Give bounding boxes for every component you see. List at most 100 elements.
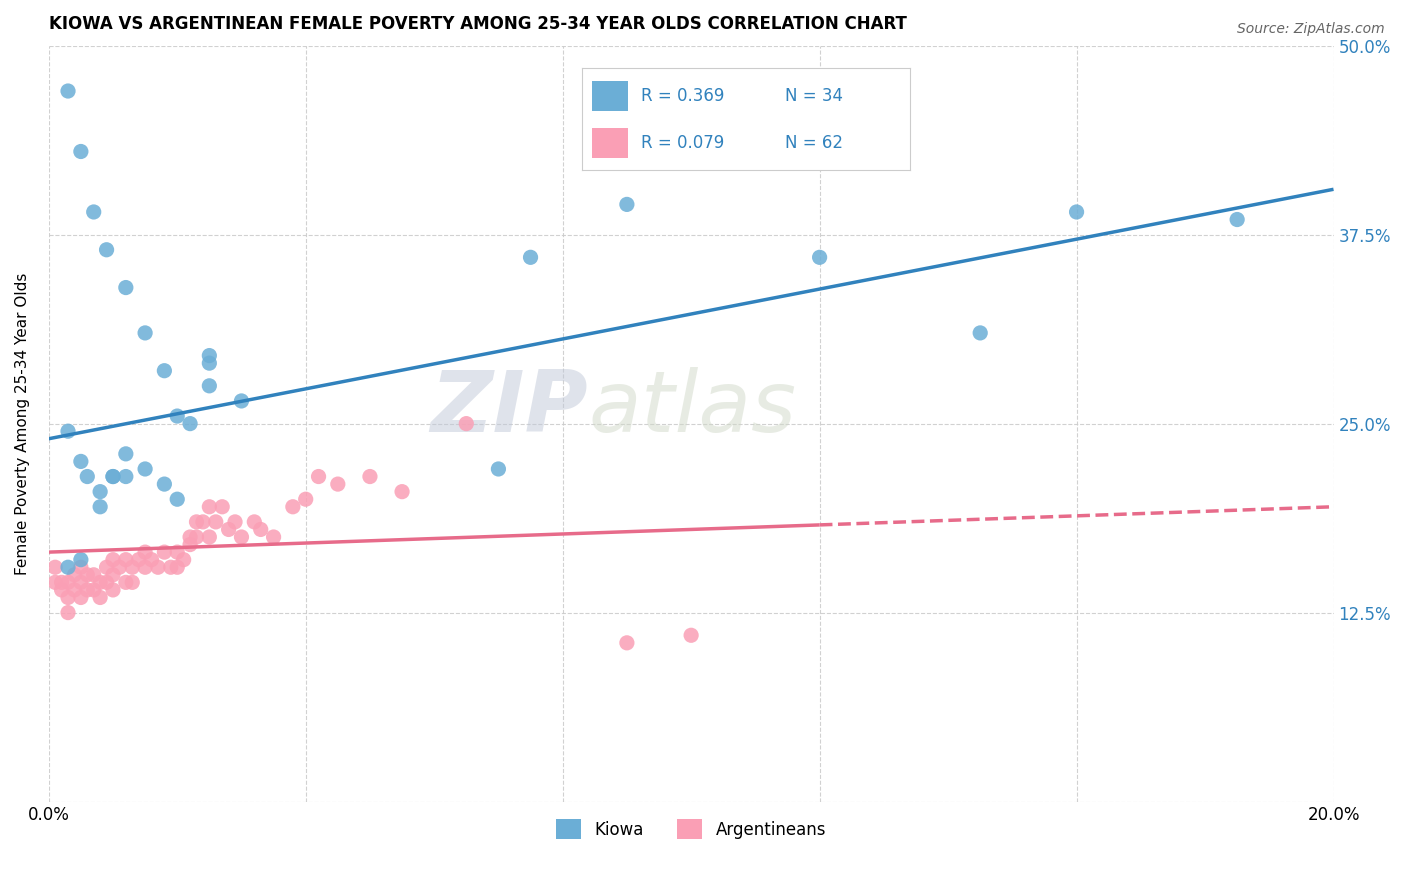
Point xyxy=(153,477,176,491)
Point xyxy=(198,530,221,544)
Y-axis label: Female Poverty Among 25-34 Year Olds: Female Poverty Among 25-34 Year Olds xyxy=(15,272,30,574)
Point xyxy=(1226,212,1249,227)
Point xyxy=(101,469,124,483)
Point xyxy=(681,628,703,642)
Point xyxy=(486,462,509,476)
Point xyxy=(56,424,79,438)
Point xyxy=(114,469,136,483)
Point xyxy=(70,454,93,468)
Point xyxy=(56,560,79,574)
Point xyxy=(44,560,66,574)
Point xyxy=(101,552,124,566)
Point xyxy=(263,530,285,544)
Legend: Kiowa, Argentineans: Kiowa, Argentineans xyxy=(550,813,832,847)
Point xyxy=(231,393,253,408)
Point xyxy=(96,560,118,574)
Point xyxy=(51,575,73,590)
Point xyxy=(101,469,124,483)
Point xyxy=(179,530,201,544)
Text: atlas: atlas xyxy=(588,367,796,450)
Point xyxy=(218,523,240,537)
Point xyxy=(51,582,73,597)
Point xyxy=(456,417,478,431)
Point xyxy=(198,379,221,393)
Point xyxy=(391,484,413,499)
Point xyxy=(96,243,118,257)
Text: ZIP: ZIP xyxy=(430,367,588,450)
Point xyxy=(166,560,188,574)
Point xyxy=(616,197,638,211)
Point xyxy=(166,409,188,423)
Point xyxy=(969,326,991,340)
Point xyxy=(96,575,118,590)
Point xyxy=(56,606,79,620)
Point xyxy=(76,582,98,597)
Point xyxy=(186,515,208,529)
Point xyxy=(89,484,111,499)
Point xyxy=(159,560,181,574)
Point xyxy=(198,356,221,370)
Point xyxy=(76,567,98,582)
Point xyxy=(141,552,163,566)
Point xyxy=(211,500,233,514)
Point xyxy=(249,523,271,537)
Point xyxy=(359,469,381,483)
Point xyxy=(114,280,136,294)
Point xyxy=(616,636,638,650)
Point xyxy=(224,515,246,529)
Point xyxy=(179,417,201,431)
Point xyxy=(101,567,124,582)
Point xyxy=(808,250,831,264)
Point xyxy=(83,567,105,582)
Point xyxy=(179,537,201,551)
Point xyxy=(191,515,214,529)
Point xyxy=(70,552,93,566)
Point xyxy=(83,582,105,597)
Point xyxy=(153,545,176,559)
Point xyxy=(281,500,304,514)
Point xyxy=(70,575,93,590)
Point xyxy=(108,560,131,574)
Text: Source: ZipAtlas.com: Source: ZipAtlas.com xyxy=(1237,22,1385,37)
Point xyxy=(44,575,66,590)
Point xyxy=(198,500,221,514)
Point xyxy=(186,530,208,544)
Point xyxy=(89,500,111,514)
Point xyxy=(101,582,124,597)
Point xyxy=(83,205,105,219)
Point xyxy=(134,326,156,340)
Point xyxy=(114,552,136,566)
Point xyxy=(70,560,93,574)
Point xyxy=(56,84,79,98)
Point xyxy=(89,575,111,590)
Point xyxy=(198,349,221,363)
Point xyxy=(519,250,541,264)
Point xyxy=(294,492,316,507)
Point xyxy=(166,492,188,507)
Point xyxy=(308,469,330,483)
Point xyxy=(153,364,176,378)
Point xyxy=(166,545,188,559)
Point xyxy=(76,469,98,483)
Point xyxy=(231,530,253,544)
Point xyxy=(121,560,143,574)
Point xyxy=(89,591,111,605)
Point xyxy=(63,582,86,597)
Point xyxy=(134,560,156,574)
Point xyxy=(173,552,195,566)
Point xyxy=(70,591,93,605)
Point xyxy=(70,145,93,159)
Point xyxy=(146,560,169,574)
Point xyxy=(63,567,86,582)
Point xyxy=(134,545,156,559)
Point xyxy=(134,462,156,476)
Point xyxy=(204,515,226,529)
Text: KIOWA VS ARGENTINEAN FEMALE POVERTY AMONG 25-34 YEAR OLDS CORRELATION CHART: KIOWA VS ARGENTINEAN FEMALE POVERTY AMON… xyxy=(49,15,907,33)
Point xyxy=(114,575,136,590)
Point xyxy=(121,575,143,590)
Point xyxy=(56,575,79,590)
Point xyxy=(326,477,349,491)
Point xyxy=(56,591,79,605)
Point xyxy=(1066,205,1088,219)
Point xyxy=(128,552,150,566)
